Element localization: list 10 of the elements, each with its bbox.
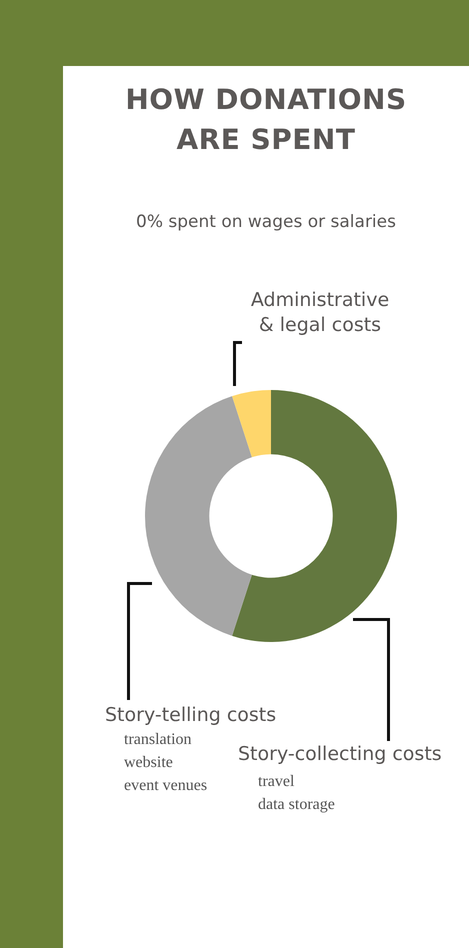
chart-title: HOW DONATIONS ARE SPENT xyxy=(124,82,408,158)
text: translation xyxy=(124,730,192,750)
chart-subtitle: 0% spent on wages or salaries xyxy=(135,212,397,232)
text: travel xyxy=(258,772,294,792)
slice-label: Story-telling costs xyxy=(105,703,276,727)
slice-label: Administrative & legal costs xyxy=(250,288,390,338)
text: event venues xyxy=(124,776,208,796)
slice-label: Story-collecting costs xyxy=(238,742,442,766)
text: website xyxy=(124,753,173,773)
text: data storage xyxy=(258,795,335,815)
